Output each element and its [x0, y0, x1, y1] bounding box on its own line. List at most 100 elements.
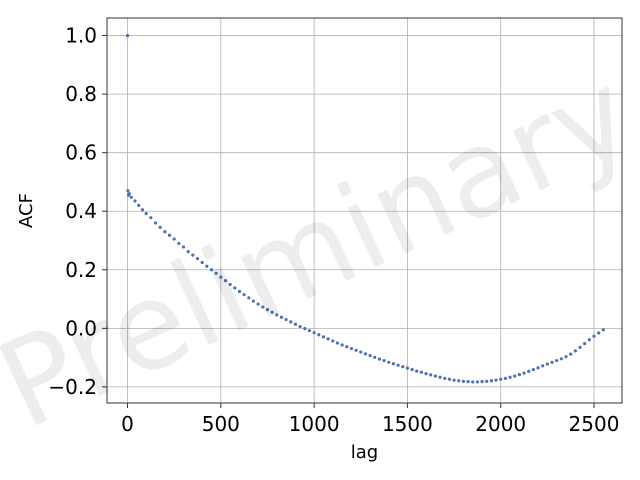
data-point — [513, 374, 517, 378]
data-point — [137, 203, 141, 207]
data-point — [307, 329, 312, 333]
data-point — [429, 373, 433, 377]
data-point — [126, 189, 130, 193]
data-point — [480, 380, 484, 384]
data-point — [181, 245, 186, 249]
data-point — [129, 195, 133, 199]
data-point — [457, 379, 461, 383]
data-point — [233, 286, 237, 290]
data-point — [127, 192, 131, 196]
data-point — [289, 320, 293, 324]
data-point — [443, 376, 447, 381]
data-point — [298, 324, 302, 329]
data-point — [424, 372, 428, 376]
data-point — [167, 233, 172, 237]
y-axis-ticks: −0.2 0.0 0.2 0.4 0.6 0.8 1.0 — [48, 24, 107, 399]
data-point — [335, 341, 340, 345]
data-point — [158, 225, 162, 229]
data-point — [228, 282, 232, 287]
data-point — [419, 370, 424, 374]
data-point — [471, 380, 475, 384]
data-point — [587, 338, 591, 342]
x-tick-label: 1500 — [382, 412, 433, 436]
data-point — [247, 296, 251, 300]
data-point — [345, 345, 349, 349]
data-point — [391, 362, 396, 366]
data-point — [503, 376, 507, 381]
data-point — [303, 327, 307, 331]
data-point — [601, 328, 605, 332]
data-point — [326, 337, 330, 341]
data-point — [410, 368, 414, 372]
data-point — [265, 308, 270, 312]
data-point — [331, 339, 335, 343]
y-tick-label: 0.4 — [65, 199, 97, 223]
data-point — [522, 371, 526, 375]
data-point — [209, 268, 214, 272]
data-point — [499, 377, 503, 381]
data-point — [578, 345, 582, 349]
data-point — [237, 289, 242, 294]
data-point — [597, 331, 601, 335]
data-point — [396, 363, 400, 367]
data-point — [569, 352, 573, 356]
data-point — [363, 352, 368, 356]
data-point — [485, 379, 489, 383]
data-point — [354, 348, 358, 352]
data-point — [517, 373, 521, 377]
data-point — [494, 378, 498, 382]
data-point — [583, 341, 587, 346]
data-point — [382, 358, 386, 363]
y-tick-label: 0.8 — [65, 82, 97, 106]
data-point — [475, 380, 479, 384]
x-tick-label: 2500 — [569, 412, 620, 436]
data-point — [214, 271, 218, 275]
data-point — [205, 264, 209, 268]
x-axis-label: lag — [351, 442, 378, 463]
data-point — [555, 358, 559, 363]
data-point — [153, 221, 158, 225]
data-point — [452, 378, 456, 382]
data-point — [573, 349, 577, 353]
data-point — [438, 375, 442, 379]
data-point — [368, 353, 372, 358]
data-point — [144, 211, 148, 216]
data-point — [401, 365, 405, 369]
data-point — [177, 241, 181, 246]
y-tick-label: 0.0 — [65, 316, 97, 340]
y-tick-label: 0.2 — [65, 258, 97, 282]
data-point — [564, 355, 568, 359]
data-point — [223, 279, 228, 283]
data-point — [373, 355, 377, 359]
data-point — [536, 366, 540, 370]
y-tick-label: −0.2 — [48, 375, 97, 399]
data-point — [508, 375, 512, 379]
data-point — [219, 275, 223, 279]
data-point — [284, 317, 288, 322]
data-point — [559, 357, 563, 361]
data-point — [550, 360, 554, 364]
data-point — [293, 322, 298, 326]
data-point — [377, 357, 382, 361]
data-point — [261, 305, 265, 309]
data-point — [163, 230, 167, 234]
data-point — [415, 369, 419, 373]
data-point — [256, 302, 260, 306]
data-point — [447, 377, 452, 381]
data-point — [200, 260, 204, 265]
data-point — [387, 360, 391, 364]
data-point — [125, 33, 130, 38]
grid-lines — [107, 18, 622, 403]
data-point — [195, 257, 200, 261]
data-point — [405, 366, 410, 370]
data-point — [279, 315, 284, 319]
data-point — [340, 343, 344, 347]
x-tick-label: 2000 — [475, 412, 526, 436]
data-point — [433, 374, 438, 378]
data-point — [140, 208, 145, 212]
data-point — [191, 253, 195, 257]
data-point — [270, 310, 274, 314]
data-point — [527, 369, 531, 373]
data-point — [321, 335, 326, 339]
